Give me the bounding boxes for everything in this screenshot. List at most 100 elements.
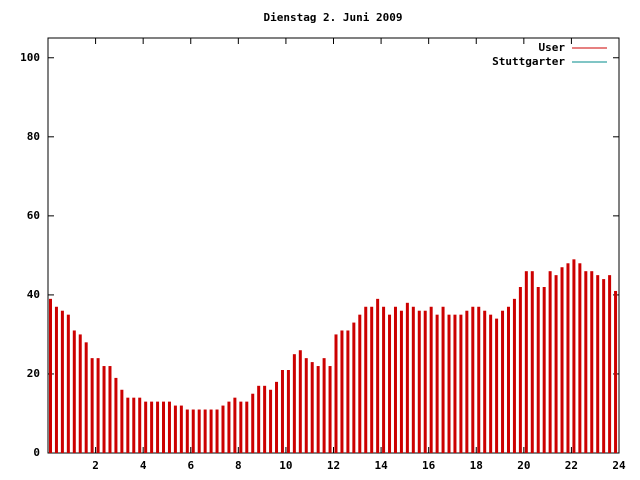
bar (257, 385, 261, 453)
bar (566, 263, 570, 453)
bar (352, 322, 356, 453)
bar (346, 330, 350, 453)
bar (358, 314, 362, 453)
bar (465, 310, 469, 453)
bar (506, 306, 510, 453)
bar (286, 370, 290, 453)
bar (310, 362, 314, 453)
bar (560, 267, 564, 453)
bar (298, 350, 302, 453)
bar (191, 409, 195, 453)
bar (280, 370, 284, 453)
x-tick-label: 4 (140, 459, 147, 472)
bar (54, 306, 58, 453)
bar (263, 385, 267, 453)
y-tick-label: 20 (27, 367, 40, 380)
y-tick-label: 80 (27, 130, 40, 143)
x-tick-label: 16 (422, 459, 436, 472)
bar (530, 271, 534, 453)
bar (536, 287, 540, 453)
bar (60, 310, 64, 453)
bar (608, 275, 612, 453)
bar (388, 314, 392, 453)
bar (614, 290, 618, 453)
bar (209, 409, 213, 453)
bar (399, 310, 403, 453)
bar (72, 330, 76, 453)
x-tick-label: 8 (235, 459, 242, 472)
bar (66, 314, 70, 453)
bar (495, 318, 499, 453)
chart-title: Dienstag 2. Juni 2009 (263, 11, 402, 24)
bar (572, 259, 576, 453)
x-tick-label: 2 (92, 459, 99, 472)
bar (84, 342, 88, 453)
bar (441, 306, 445, 453)
bar (156, 401, 160, 453)
x-tick-label: 24 (612, 459, 626, 472)
bar (233, 397, 237, 453)
bar (215, 409, 219, 453)
bar (512, 298, 516, 453)
bar (316, 366, 320, 453)
bar (197, 409, 201, 453)
bar (239, 401, 243, 453)
bar (411, 306, 415, 453)
x-tick-label: 20 (517, 459, 530, 472)
x-tick-label: 22 (565, 459, 578, 472)
bar (447, 314, 451, 453)
bar (78, 334, 82, 453)
bar (376, 298, 380, 453)
bar (150, 401, 154, 453)
bar (340, 330, 344, 453)
bar (49, 298, 52, 453)
bar (275, 381, 279, 453)
x-tick-label: 18 (470, 459, 483, 472)
bar (304, 358, 308, 453)
bar (221, 405, 225, 453)
bar (179, 405, 183, 453)
bar (138, 397, 142, 453)
bar (477, 306, 481, 453)
y-tick-label: 40 (27, 288, 40, 301)
bar (132, 397, 136, 453)
bar (459, 314, 463, 453)
bar (162, 401, 166, 453)
bar (96, 358, 100, 453)
bar (590, 271, 594, 453)
bar (245, 401, 249, 453)
x-tick-label: 14 (374, 459, 388, 472)
x-tick-label: 6 (187, 459, 194, 472)
bar (435, 314, 439, 453)
bar (554, 275, 558, 453)
bar (126, 397, 130, 453)
bar (269, 389, 273, 453)
bar (292, 354, 296, 453)
legend-label: Stuttgarter (492, 55, 565, 68)
legend-label: User (539, 41, 566, 54)
bar (602, 279, 606, 453)
bar (144, 401, 148, 453)
bar (471, 306, 475, 453)
bar (328, 366, 332, 453)
bar (203, 409, 207, 453)
bar (393, 306, 397, 453)
bar (489, 314, 493, 453)
bar (185, 409, 189, 453)
bar (578, 263, 582, 453)
bar (370, 306, 374, 453)
bar (334, 334, 338, 453)
bar (114, 377, 118, 453)
bar (483, 310, 487, 453)
bar (173, 405, 177, 453)
bar (90, 358, 94, 453)
bar (542, 287, 546, 453)
y-tick-label: 60 (27, 209, 40, 222)
bar (322, 358, 326, 453)
bar (423, 310, 427, 453)
bar (453, 314, 457, 453)
bar (382, 306, 386, 453)
y-tick-label: 0 (33, 446, 40, 459)
bar (120, 389, 124, 453)
